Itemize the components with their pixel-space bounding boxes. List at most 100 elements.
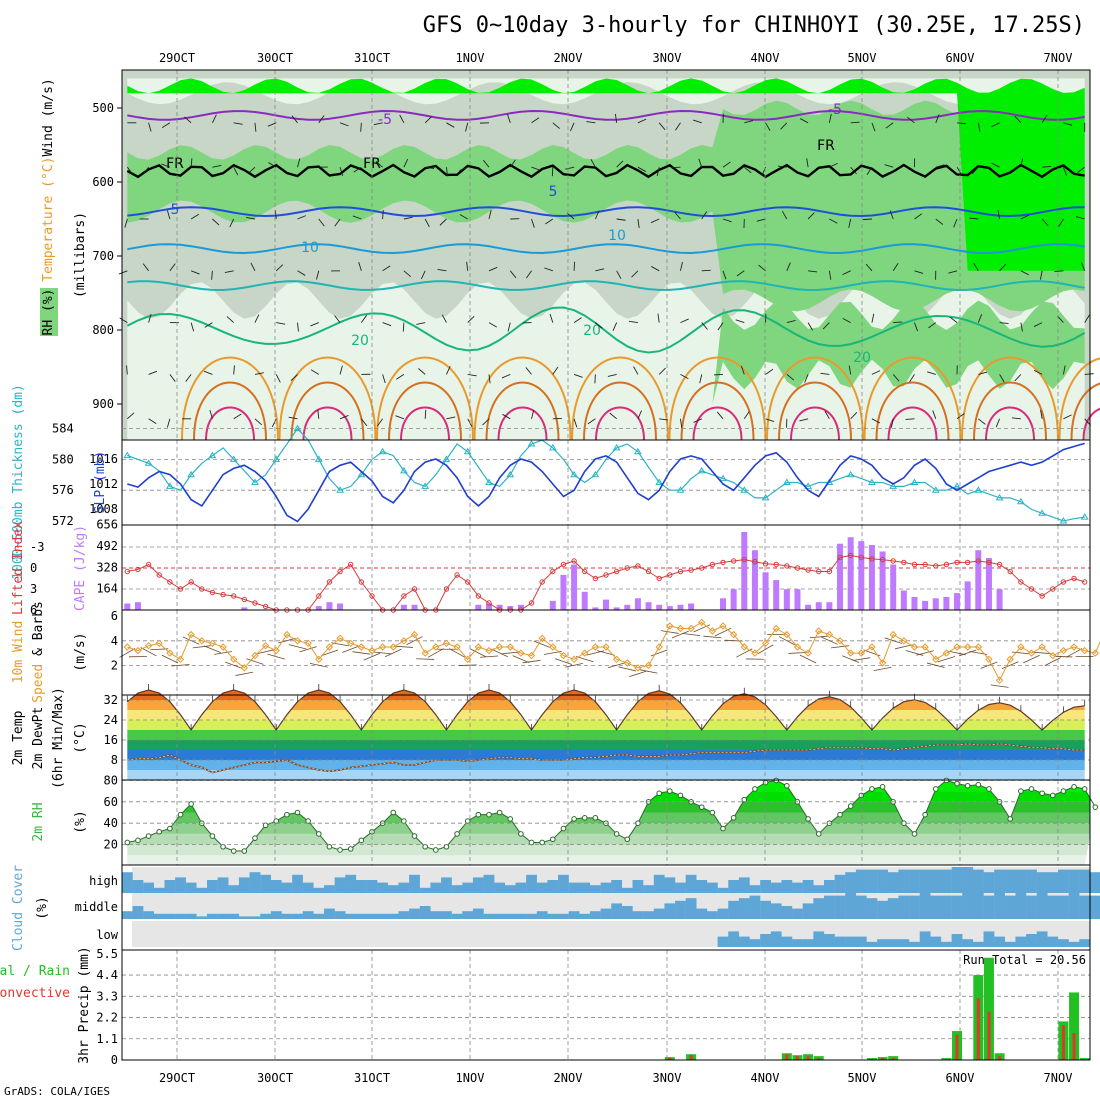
rh2m-point [1028, 786, 1035, 792]
wind-barb [722, 270, 727, 280]
cape-ylabel-part: CAPE (J/kg) [73, 525, 88, 611]
li-ylabel: Lifted Index [11, 521, 26, 615]
cloud-bar-middle [451, 913, 463, 919]
precip-total-bar [1069, 992, 1080, 1060]
cloud-bar-high [728, 880, 740, 893]
wind-barb [935, 114, 940, 123]
slp-tick-label: 1008 [89, 502, 118, 516]
thickness-point [634, 447, 642, 455]
cloud-bar-high [834, 874, 846, 893]
wind-barb [544, 267, 553, 272]
thickness-point [612, 443, 621, 451]
cloud-bar-middle [536, 911, 548, 919]
wind-barb [424, 218, 430, 228]
wind-barb [573, 418, 578, 428]
cape-bar [666, 606, 673, 610]
run-total-label: Run Total = 20.56 [963, 953, 1086, 967]
wind10m-point [144, 641, 153, 650]
warm-contour [595, 406, 645, 441]
cape-bar [634, 598, 641, 610]
rh2m-point [922, 811, 928, 818]
warm-contour [485, 381, 560, 441]
cloud-bar-low [813, 931, 825, 947]
wind-barb [781, 210, 788, 220]
cloud-bar-low [855, 936, 867, 947]
wind-barb [914, 213, 923, 220]
rh2m-point [294, 809, 301, 816]
cloud-bar-middle [143, 911, 154, 919]
precip-legend-convective: Convective [0, 986, 70, 1001]
warm-contour [863, 356, 962, 441]
rh-stripe [127, 844, 1090, 856]
cloud-bar-middle [685, 898, 697, 919]
wind-barb [290, 374, 298, 381]
li-point [730, 558, 737, 564]
wind-barb [587, 418, 596, 425]
wind-barb [1041, 218, 1049, 226]
wind-barb [482, 418, 490, 426]
rh-legend-swatch [40, 288, 58, 336]
thickness-point [293, 424, 302, 432]
wind-barb [229, 218, 235, 228]
cloud-bar-low [994, 936, 1005, 947]
temp-contour-t15 [127, 280, 1085, 292]
wind-barb [765, 122, 771, 131]
wind-barb [977, 122, 981, 132]
wind-barb [808, 270, 818, 273]
wind10m-point [666, 622, 674, 630]
rh2m-ylabel-1-part: 2m RH [31, 802, 46, 841]
date-label-top: 3NOV [653, 51, 682, 65]
thickness-point [761, 493, 770, 501]
cloud-bar-middle [302, 911, 314, 919]
wind-barb [418, 368, 426, 375]
cloud-bar-middle [270, 911, 282, 919]
wind-barb [148, 313, 152, 323]
cloud-bar-high [568, 882, 580, 893]
wind-barb [999, 263, 1007, 272]
wind10m-barb [342, 645, 360, 653]
cloud-bar-high [855, 869, 867, 893]
wind10m-point [485, 646, 493, 655]
thickness-ylabel: 1000~500mb Thickness (dm) [11, 384, 26, 580]
wind-barb [382, 209, 384, 220]
date-label-bottom: 1NOV [456, 1071, 485, 1085]
cloud-bar-low [749, 939, 761, 947]
li-point [230, 593, 237, 599]
cloud-bar-high [547, 880, 559, 893]
wind-barb [212, 114, 217, 123]
cape-bar [624, 604, 631, 610]
cloud-bar-low [781, 936, 793, 947]
cloud-bar-low [834, 936, 846, 947]
cape-bar [837, 543, 844, 610]
cloud-bar-middle [292, 913, 303, 919]
thickness-point [314, 455, 323, 462]
cloud-bar-high [324, 885, 335, 893]
wind10m-point [591, 643, 600, 651]
wind10m-point [123, 643, 132, 651]
wind-barb [586, 121, 596, 124]
wind10m-barb [842, 655, 860, 663]
temp-tick-label: 24 [104, 713, 118, 727]
precip-convective-bar [987, 1011, 991, 1060]
li-point [794, 565, 801, 571]
rh2m-point [135, 837, 141, 844]
slp-tick-label: 1016 [89, 452, 118, 466]
temp-tick-label: 32 [104, 693, 118, 707]
cloud-bar-low [823, 934, 835, 947]
cloud-bar-middle [611, 903, 623, 919]
wind10m-tick-label: 2 [111, 658, 118, 672]
cloud-bar-high [675, 882, 686, 893]
rh2m-point [1018, 788, 1024, 794]
wind10m-barb [512, 655, 530, 663]
wind-barb [531, 218, 535, 228]
cloud-bar-high [366, 880, 378, 893]
wind-barb [1014, 374, 1022, 382]
wind10m-barb [394, 645, 413, 648]
cloud-bar-middle [834, 895, 846, 919]
wind10m-point [1091, 649, 1100, 657]
cape-bar [773, 580, 780, 610]
wind-barb [756, 218, 766, 222]
cape-bar [890, 564, 897, 610]
wind10m-point [134, 646, 142, 655]
